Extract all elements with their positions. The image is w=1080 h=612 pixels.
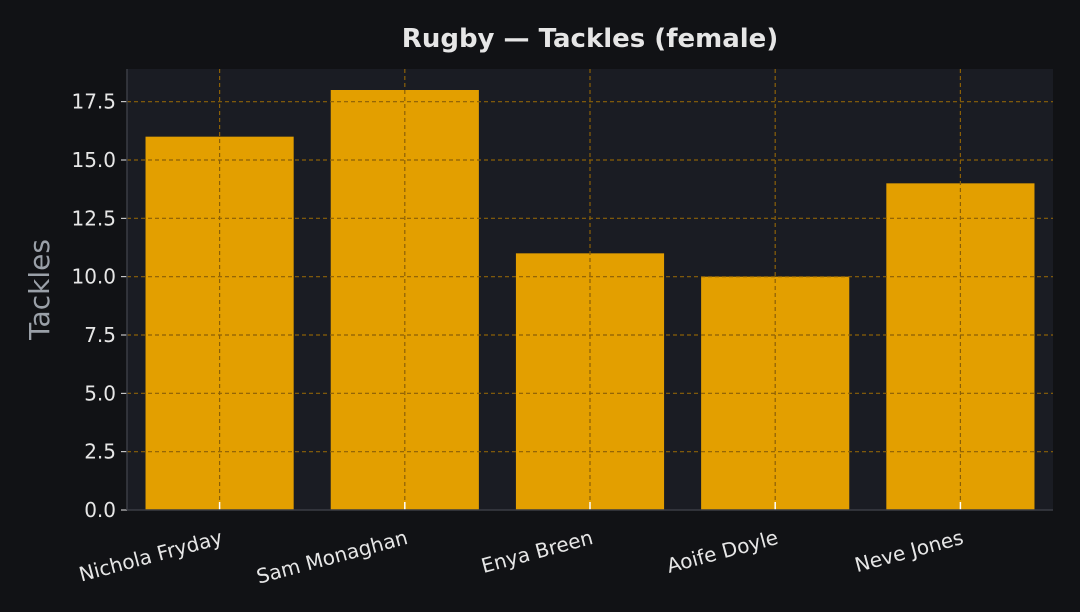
x-tick-label: Aoife Doyle (664, 525, 780, 578)
y-tick-label: 2.5 (84, 440, 116, 464)
y-tick-label: 10.0 (71, 265, 116, 289)
y-axis-label: Tackles (23, 239, 56, 341)
y-tick-label: 7.5 (84, 323, 116, 347)
x-tick-labels: Nichola Fryday Sam Monaghan Enya Breen Aoif… (76, 525, 965, 588)
x-tick-label: Nichola Fryday (76, 525, 225, 586)
chart-title: Rugby — Tackles (female) (402, 24, 778, 54)
y-tick-label: 0.0 (84, 498, 116, 522)
y-tick-labels: 0.0 2.5 5.0 7.5 10.0 12.5 15.0 17.5 (71, 90, 116, 522)
x-tick-label: Sam Monaghan (254, 525, 410, 588)
y-tick-label: 5.0 (84, 381, 116, 405)
x-tick-label: Neve Jones (852, 525, 966, 577)
y-tick-label: 12.5 (71, 206, 116, 230)
x-tick-label: Enya Breen (479, 525, 596, 578)
y-tick-label: 15.0 (71, 148, 116, 172)
y-tick-label: 17.5 (71, 90, 116, 114)
gridlines-over-bars (127, 69, 1053, 510)
axes (121, 69, 1053, 511)
